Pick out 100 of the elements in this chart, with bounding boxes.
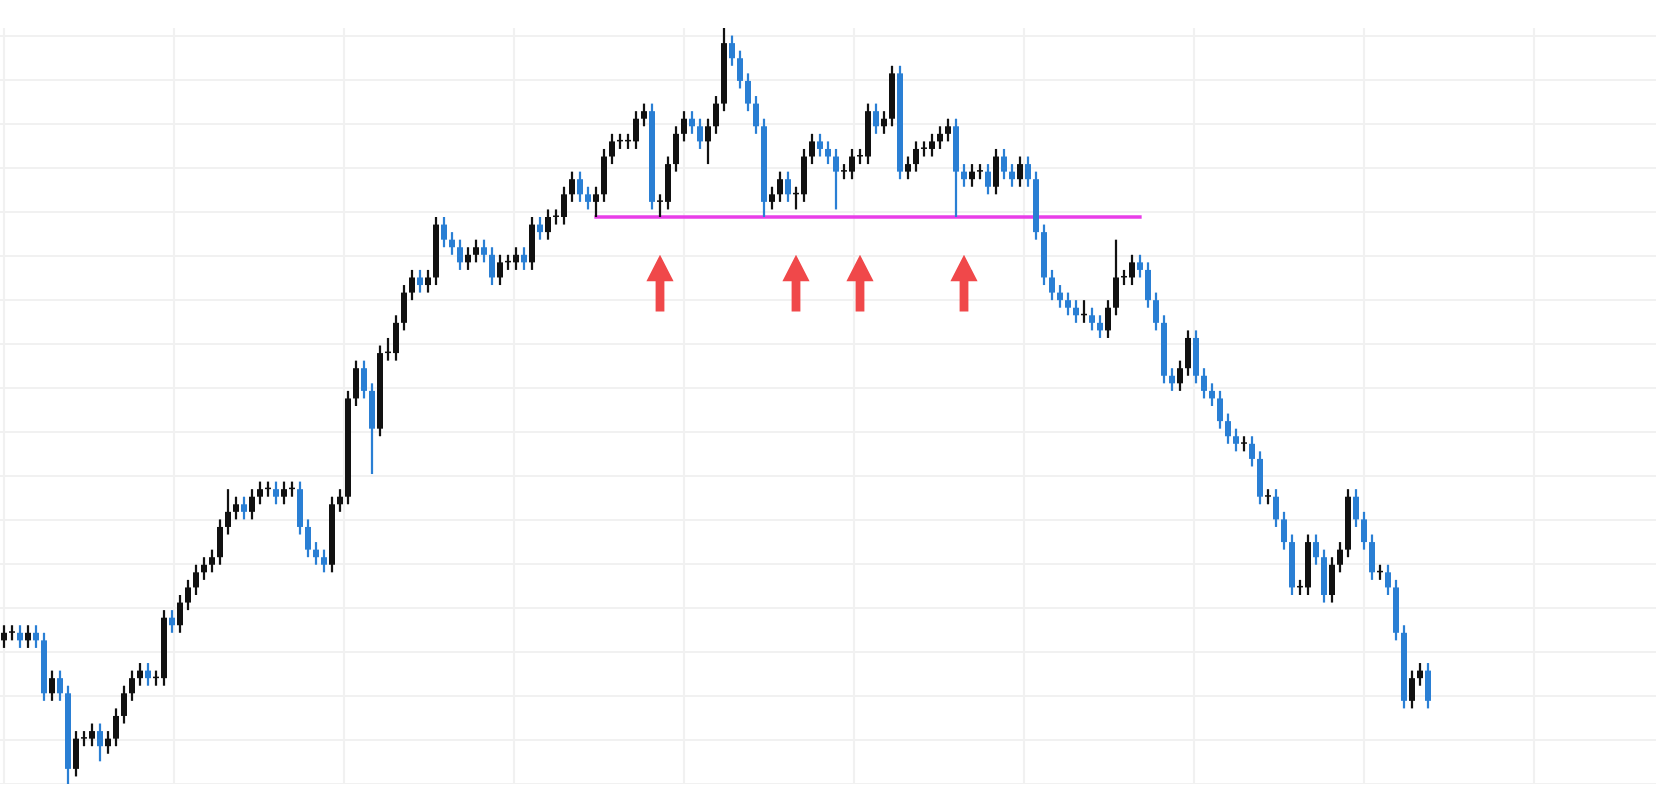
candlestick [417,268,423,294]
candlestick [361,359,367,400]
candlestick [1233,427,1239,453]
candlestick [241,495,247,521]
candlestick [489,246,495,287]
candlestick [777,170,783,203]
candlestick [1057,283,1063,309]
candlestick [945,117,951,143]
candlestick [697,117,703,151]
candlestick [209,548,215,574]
candlestick [1329,556,1335,604]
candlestick [1201,367,1207,400]
candlestick [369,382,375,476]
candlestick [449,231,455,256]
candlestick [593,185,599,219]
candlestick [57,669,63,702]
candlestick [665,155,671,211]
candlestick [313,540,319,566]
candlestick [465,246,471,272]
candlestick [1065,291,1071,317]
candlestick [137,661,143,687]
candlestick [585,185,591,211]
candlestick [1177,359,1183,392]
candlestick [1369,533,1375,581]
candlestick [809,132,815,166]
candlestick [145,661,151,687]
candlestick [1249,435,1255,468]
candlestick [1217,389,1223,430]
candlestick [257,480,263,506]
candlestick [193,563,199,597]
candlestick [673,125,679,173]
candlestick [1289,533,1295,597]
candlestick [521,246,527,272]
candlestick [1193,329,1199,385]
candlestick [937,125,943,151]
candlestick [1025,155,1031,188]
candlestick [1313,533,1319,566]
candlestick [1353,488,1359,529]
candlestick [1097,314,1103,340]
candlestick [113,707,119,748]
candlestick [185,578,191,612]
candlestick [529,215,535,272]
candlestick [729,34,735,67]
candlestick [905,155,911,181]
candlestick [641,102,647,128]
candlestick [681,110,687,143]
candlestick [705,117,711,166]
candlestick [1337,540,1343,574]
candlestick [25,624,31,650]
candlestick [425,268,431,294]
candlestick [1417,661,1423,687]
candlestick [1105,299,1111,340]
candlestick [1001,147,1007,181]
candlestick [689,110,695,135]
candlestick [537,215,543,241]
candlestick [401,283,407,332]
candlestick [961,162,967,188]
candlestick [817,132,823,158]
candlestick [1049,268,1055,302]
candlestick [1209,382,1215,408]
candlestick [569,170,575,203]
candlestick [969,162,975,188]
candlestick [321,548,327,574]
candlestick [1,624,7,650]
candlestick [1281,510,1287,551]
candlestick [1169,367,1175,392]
candlestick [633,110,639,151]
candlestick [1041,223,1047,287]
candlestick [1137,253,1143,279]
candlestick [609,132,615,166]
candlestick [129,669,135,702]
candlestick [1321,548,1327,604]
candlestick [89,722,95,748]
candlestick [985,162,991,196]
candlestick [1425,661,1431,710]
candlestick [393,314,399,362]
candlestick [785,170,791,203]
candlestick [1073,299,1079,324]
candlestick [457,238,463,272]
candlestick [281,480,287,506]
candlestick [993,147,999,196]
candlestick [713,94,719,135]
candlestick [1089,306,1095,332]
candlestick [481,238,487,264]
candlestick [217,518,223,566]
candlestick [225,488,231,536]
candlestick [1017,155,1023,188]
candlestick [297,480,303,536]
candlestick [97,722,103,763]
candlestick [1185,329,1191,377]
candlestick [49,669,55,702]
candlestick [929,132,935,158]
candlestick [545,208,551,241]
candlestick [601,147,607,203]
candlestick [753,94,759,135]
candlestick [849,147,855,181]
candlestick [833,147,839,211]
candlestick [1145,261,1151,309]
candlestick [497,253,503,287]
candlestick [441,215,447,249]
